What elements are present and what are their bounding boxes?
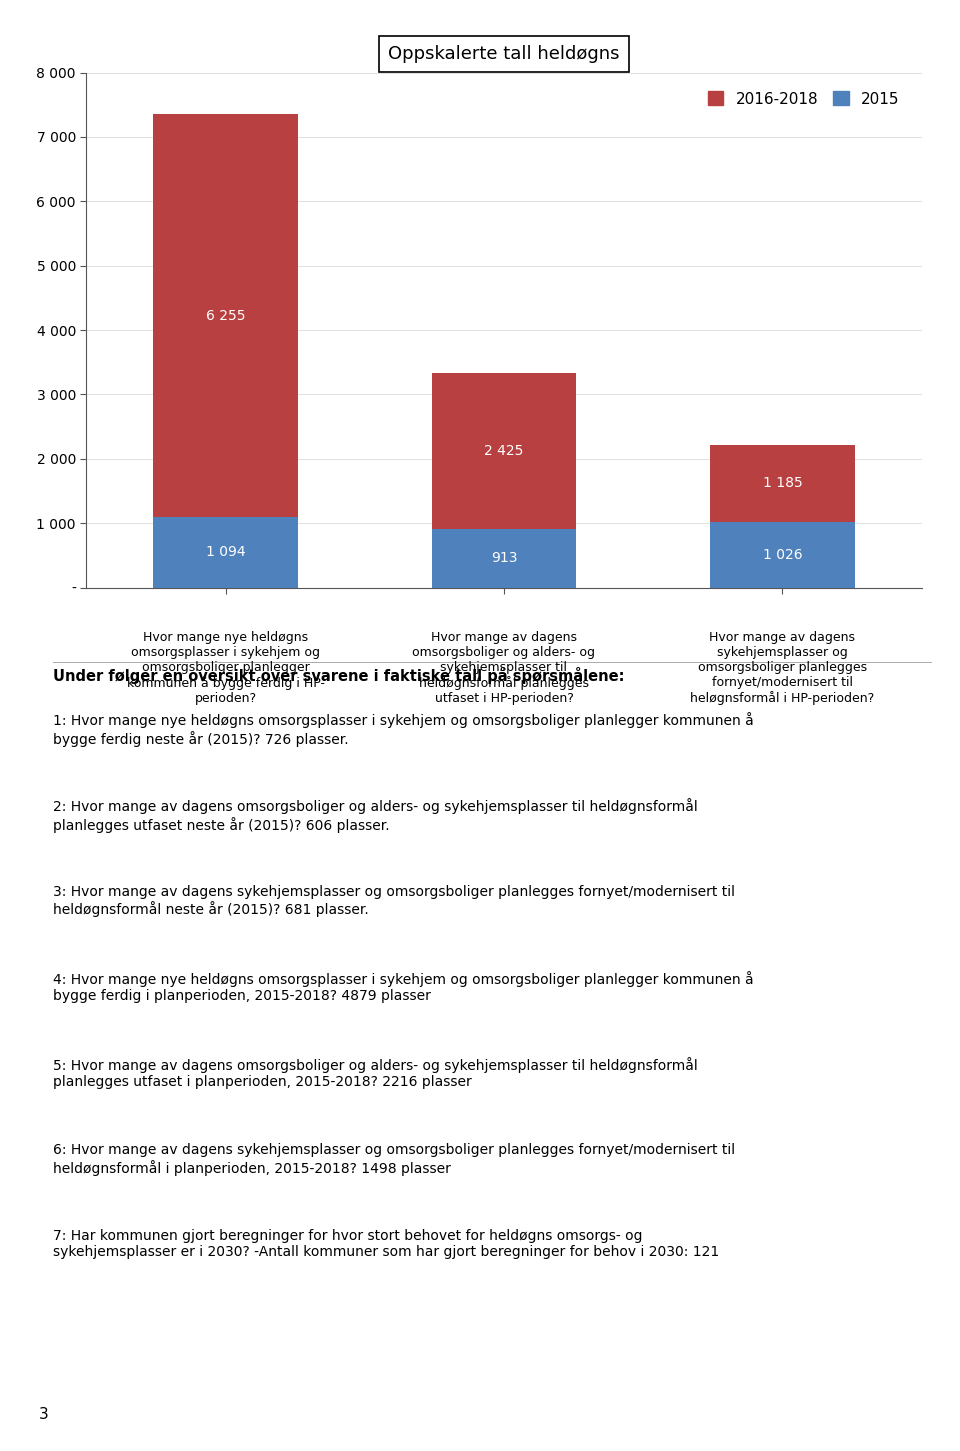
Text: 1 026: 1 026 [762,547,803,562]
Text: 7: Har kommunen gjort beregninger for hvor stort behovet for heldøgns omsorgs- o: 7: Har kommunen gjort beregninger for hv… [53,1229,719,1259]
Text: Hvor mange av dagens
sykehjemsplasser og
omsorgsboliger planlegges
fornyet/moder: Hvor mange av dagens sykehjemsplasser og… [690,631,875,705]
Text: 913: 913 [491,551,517,566]
Text: Hvor mange av dagens
omsorgsboliger og alders- og
sykehjemsplasser til
heldøgnsf: Hvor mange av dagens omsorgsboliger og a… [413,631,595,705]
Text: Hvor mange nye heldøgns
omsorgsplasser i sykehjem og
omsorgsboliger planlegger
k: Hvor mange nye heldøgns omsorgsplasser i… [127,631,324,705]
Text: 3: Hvor mange av dagens sykehjemsplasser og omsorgsboliger planlegges fornyet/mo: 3: Hvor mange av dagens sykehjemsplasser… [53,885,734,917]
Text: 1 094: 1 094 [205,546,246,560]
Text: 6 255: 6 255 [205,309,246,322]
Legend: 2016-2018, 2015: 2016-2018, 2015 [702,86,905,113]
Title: Oppskalerte tall heldøgns: Oppskalerte tall heldøgns [388,45,620,62]
Bar [432,528,576,588]
Text: 6: Hvor mange av dagens sykehjemsplasser og omsorgsboliger planlegges fornyet/mo: 6: Hvor mange av dagens sykehjemsplasser… [53,1143,735,1175]
Bar [154,517,298,588]
Text: 2: Hvor mange av dagens omsorgsboliger og alders- og sykehjemsplasser til heldøg: 2: Hvor mange av dagens omsorgsboliger o… [53,798,698,833]
Text: 2 425: 2 425 [484,444,524,459]
Text: 4: Hvor mange nye heldøgns omsorgsplasser i sykehjem og omsorgsboliger planlegge: 4: Hvor mange nye heldøgns omsorgsplasse… [53,971,754,1003]
Bar [710,521,854,588]
Text: 1: Hvor mange nye heldøgns omsorgsplasser i sykehjem og omsorgsboliger planlegge: 1: Hvor mange nye heldøgns omsorgsplasse… [53,712,754,747]
Bar [710,445,854,521]
Text: 1 185: 1 185 [762,476,803,490]
Text: 3: 3 [38,1407,48,1422]
Text: 5: Hvor mange av dagens omsorgsboliger og alders- og sykehjemsplasser til heldøg: 5: Hvor mange av dagens omsorgsboliger o… [53,1056,698,1090]
Text: Under følger en oversikt over svarene i faktiske tall på spørsmålene:: Under følger en oversikt over svarene i … [53,667,624,685]
Bar [432,373,576,528]
Bar [154,115,298,517]
